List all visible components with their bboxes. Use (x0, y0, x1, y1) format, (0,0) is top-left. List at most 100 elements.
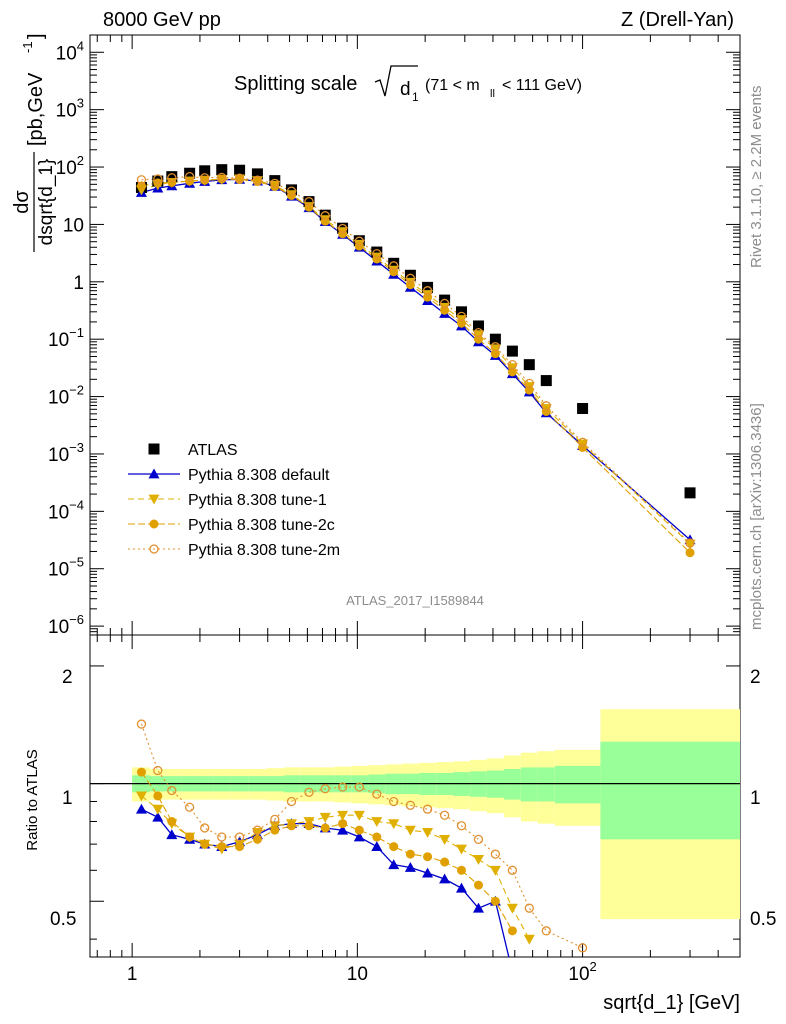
ratio-point (440, 857, 450, 867)
ylabel-num: dσ (11, 190, 33, 214)
ratio-point (270, 825, 280, 835)
legend-entry: Pythia 8.308 default (128, 467, 330, 484)
data-point (507, 367, 517, 377)
legend-label: Pythia 8.308 tune-2m (188, 542, 340, 559)
ratio-point (455, 844, 467, 855)
ratio-point (270, 814, 280, 825)
ratio-point (217, 832, 227, 842)
y-tick-label: 10−2 (48, 383, 84, 409)
legend: ATLAS Pythia 8.308 default Pythia 8.308 tu… (128, 442, 340, 559)
ratio-point (185, 832, 195, 842)
ratio-point (472, 854, 484, 865)
y-tick-label: 103 (56, 96, 84, 122)
ratio-point (152, 804, 164, 815)
ratio-point (489, 865, 501, 876)
data-point (524, 385, 534, 395)
ratio-point (135, 803, 147, 814)
ratio-point (217, 842, 227, 852)
header-left: 8000 GeV pp (103, 9, 221, 31)
sqrt-symbol (374, 65, 418, 97)
ratio-band-inner (537, 767, 555, 802)
ratio-point (286, 821, 296, 831)
ratio-point (353, 810, 365, 821)
title-cond-sub: ll (490, 88, 495, 100)
data-point (371, 246, 383, 258)
ratio-point (337, 810, 349, 821)
ratio-point (252, 834, 262, 844)
ratio-tick-2-left: 2 (62, 667, 73, 688)
legend-entry: Pythia 8.308 tune-2c (128, 517, 335, 534)
y-tick-label: 10−1 (48, 325, 84, 351)
data-point (440, 305, 450, 315)
data-point (541, 401, 551, 411)
ratio-point (153, 791, 163, 801)
data-point (354, 236, 364, 246)
ratio-point (404, 825, 416, 836)
data-point (320, 211, 330, 221)
legend-marker (148, 494, 160, 505)
data-point (456, 311, 467, 322)
legend-label: Pythia 8.308 tune-2c (188, 517, 335, 534)
y-tick-label: 1 (73, 273, 84, 294)
ratio-point (388, 819, 400, 830)
legend-label: ATLAS (188, 442, 238, 459)
ratio-point (473, 880, 483, 890)
ratio-tick-05-left: 0.5 (50, 909, 76, 930)
ratio-point (388, 859, 400, 870)
data-point (456, 318, 466, 328)
analysis-id: ATLAS_2017_I1589844 (346, 593, 484, 608)
data-point (473, 328, 484, 338)
ratio-point (234, 832, 245, 842)
data-point (200, 175, 210, 185)
ratio-point (455, 882, 467, 893)
ratio-point (354, 782, 364, 792)
y-tick-label: 102 (56, 153, 84, 179)
ratio-band-inner (520, 767, 538, 802)
ratio-point (439, 834, 451, 845)
ratio-point (506, 903, 518, 914)
ratio-data-layer (135, 719, 588, 957)
title-main: Splitting scale (234, 73, 357, 95)
ratio-tick-1-right: 1 (750, 788, 761, 809)
ratio-tick-2-right: 2 (750, 667, 761, 688)
data-point (540, 375, 552, 387)
x-tick-labels: 1 10 102 (127, 959, 597, 985)
ratio-tick-1-left: 1 (62, 788, 73, 809)
y-tick-label: 10−4 (48, 497, 84, 523)
data-point (234, 173, 245, 183)
data-point (136, 175, 147, 185)
ratio-point (490, 849, 501, 859)
x-tick-label: 102 (568, 959, 596, 985)
ratio-point (389, 796, 399, 807)
ratio-point (507, 865, 518, 875)
series-line-4 (141, 176, 691, 544)
ratio-point (577, 943, 588, 953)
data-point (404, 269, 416, 281)
ratio-point (136, 767, 146, 777)
ratio-point (338, 819, 348, 829)
ratio-point (153, 765, 163, 776)
title-cond-end: < 111 GeV) (502, 77, 582, 94)
title-d-sub: 1 (412, 90, 419, 104)
data-point (684, 487, 696, 499)
title-cond: (71 < m (425, 77, 480, 94)
series-line-2 (141, 178, 691, 545)
data-point (524, 378, 534, 389)
bottom-ylabel: Ratio to ATLAS (24, 749, 41, 850)
ratio-point (252, 825, 263, 835)
data-point (422, 286, 433, 296)
ratio-point (439, 873, 451, 884)
ratio-point (166, 829, 178, 840)
header-right: Z (Drell-Yan) (621, 9, 734, 31)
top-data-layer (135, 164, 696, 558)
data-point (319, 209, 331, 221)
data-point (234, 164, 246, 176)
legend-entry: Pythia 8.308 tune-1 (128, 492, 327, 509)
data-point (490, 342, 501, 352)
ratio-point (405, 849, 415, 859)
ratio-uncertainty-bands (90, 709, 740, 920)
ratio-point (320, 823, 330, 833)
ratio-point (456, 821, 467, 831)
data-point (166, 171, 178, 183)
